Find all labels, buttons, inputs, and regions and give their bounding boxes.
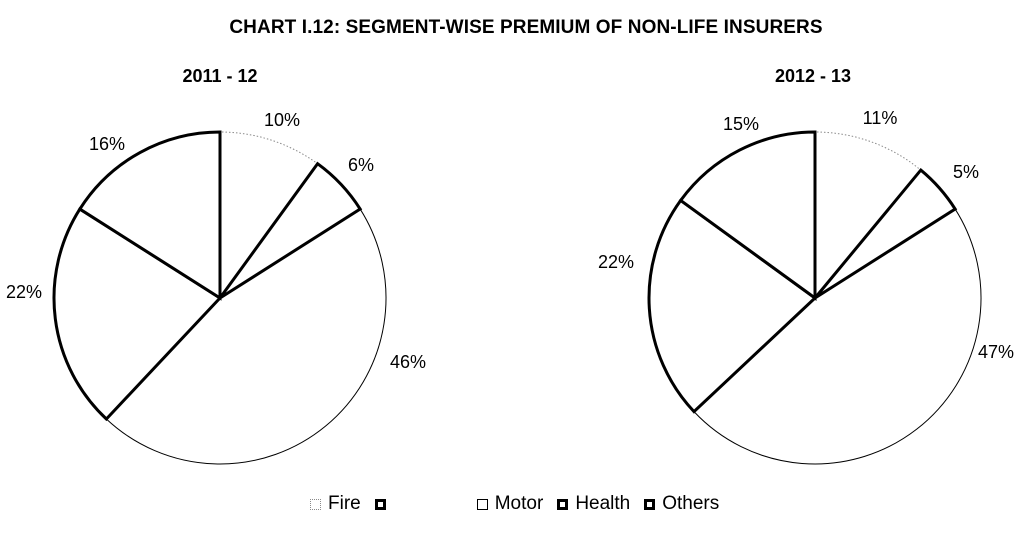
chart-title: CHART I.12: SEGMENT-WISE PREMIUM OF NON-… — [229, 17, 823, 38]
pie-2-label-others: 15% — [723, 114, 759, 134]
pie-1-label-others: 16% — [89, 134, 125, 154]
legend-swatch-motor — [476, 498, 488, 510]
pie-2-slice-health — [647, 198, 818, 414]
pie-title-2: 2012 - 13 — [775, 66, 851, 86]
legend-label-motor: Motor — [494, 493, 544, 514]
pie-2-slice-motor — [693, 208, 982, 465]
pie-title-1: 2011 - 12 — [182, 66, 257, 86]
pie-1-label-fire: 10% — [264, 110, 300, 130]
pie-2-slice-unlabeled-1 — [813, 167, 958, 300]
pie-1-slice-unlabeled-1 — [218, 161, 363, 300]
pie-2-label-fire: 11% — [863, 108, 898, 128]
pie-2-slice-fire — [814, 131, 922, 300]
legend-swatch-health — [557, 498, 569, 510]
legend-label-fire: Fire — [328, 493, 361, 514]
legend-swatch-others — [644, 498, 656, 510]
legend-item-motor: Motor — [476, 493, 544, 515]
pie-2-label-motor: 47% — [978, 342, 1014, 362]
legend-swatch-unlabeled — [374, 498, 386, 510]
pie-2-label-unlabeled-1: 5% — [953, 162, 979, 182]
pie-1-label-motor: 46% — [390, 352, 426, 372]
legend-label-others: Others — [662, 493, 720, 514]
legend-item-fire: Fire — [310, 493, 361, 515]
pie-1-slice-health — [52, 206, 223, 422]
legend: Fire Motor Health Others — [310, 491, 733, 517]
legend-swatch-fire — [310, 498, 321, 510]
pie-1-label-unlabeled-1: 6% — [348, 155, 374, 175]
legend-item-unlabeled — [374, 498, 393, 510]
pie-2-slice-others — [678, 130, 817, 301]
legend-item-health: Health — [557, 493, 630, 515]
pie-2-label-health: 22% — [598, 252, 634, 272]
pie-1-label-health: 22% — [6, 282, 42, 302]
legend-label-health: Health — [575, 493, 631, 514]
pie-1-slice-motor — [105, 208, 387, 465]
pie-1-slice-fire — [219, 131, 319, 300]
pie-1-slice-others — [77, 130, 222, 301]
legend-item-others: Others — [644, 493, 719, 515]
